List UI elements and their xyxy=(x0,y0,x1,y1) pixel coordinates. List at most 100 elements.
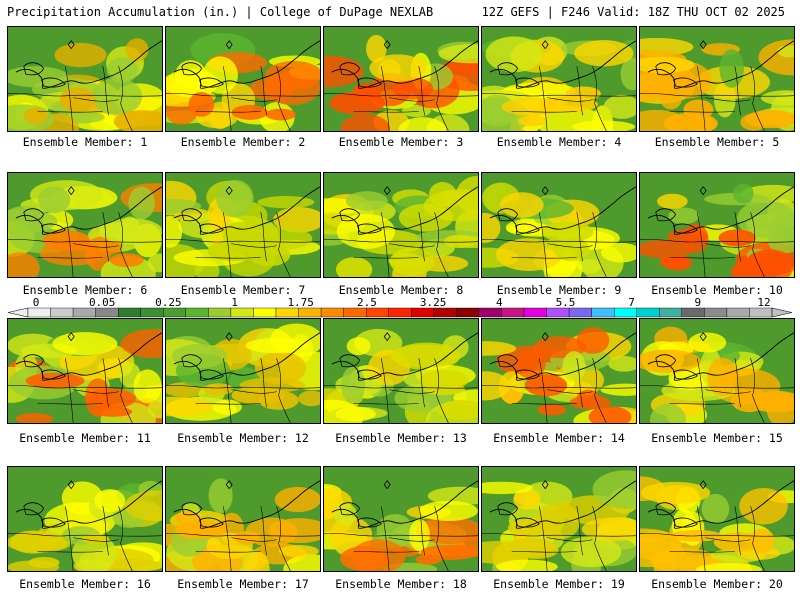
ensemble-member-map xyxy=(7,318,163,424)
colorbar-swatch xyxy=(253,307,277,318)
precip-field xyxy=(482,27,636,131)
ensemble-member-label: Ensemble Member: 12 xyxy=(177,431,309,445)
ensemble-member-label: Ensemble Member: 19 xyxy=(493,577,625,591)
precip-field xyxy=(482,173,636,277)
precip-field xyxy=(166,467,320,571)
colorbar-swatch xyxy=(613,307,637,318)
colorbar-swatch xyxy=(433,307,457,318)
ensemble-member-label: Ensemble Member: 7 xyxy=(180,283,306,297)
precip-field xyxy=(8,319,162,423)
precip-field xyxy=(640,467,794,571)
ensemble-member-label: Ensemble Member: 14 xyxy=(493,431,625,445)
ensemble-member-label: Ensemble Member: 5 xyxy=(654,135,780,149)
ensemble-member-map xyxy=(639,318,795,424)
ensemble-member-map xyxy=(481,26,637,132)
ensemble-member-map xyxy=(7,466,163,572)
colorbar-tick-label: 9 xyxy=(694,296,701,309)
ensemble-member-map xyxy=(165,172,321,278)
ensemble-member-label: Ensemble Member: 8 xyxy=(338,283,464,297)
colorbar-swatch xyxy=(27,307,51,318)
ensemble-member-map xyxy=(481,466,637,572)
ensemble-member-label: Ensemble Member: 15 xyxy=(651,431,783,445)
ensemble-member-map xyxy=(639,172,795,278)
colorbar-swatch xyxy=(140,307,164,318)
ensemble-member-label: Ensemble Member: 2 xyxy=(180,135,306,149)
ensemble-member-map xyxy=(323,466,479,572)
ensemble-member-map xyxy=(165,318,321,424)
colorbar-swatch xyxy=(320,307,344,318)
ensemble-member-label: Ensemble Member: 20 xyxy=(651,577,783,591)
product-title: Precipitation Accumulation (in.) | Colle… xyxy=(7,5,434,19)
precip-colorbar: 0 0.05 0.25 1 1.75 2.5 3.25 4 5.5 7 9 12 xyxy=(8,296,792,318)
colorbar-tick-labels: 0 0.05 0.25 1 1.75 2.5 3.25 4 5.5 7 9 12 xyxy=(33,296,771,309)
colorbar-swatch xyxy=(659,307,683,318)
ensemble-member-label: Ensemble Member: 13 xyxy=(335,431,467,445)
colorbar-swatch xyxy=(163,307,187,318)
precip-field xyxy=(8,27,162,131)
precip-field xyxy=(166,319,320,423)
colorbar-swatch xyxy=(726,307,750,318)
colorbar-swatch xyxy=(343,307,367,318)
colorbar-swatch xyxy=(50,307,74,318)
ensemble-member-label: Ensemble Member: 11 xyxy=(19,431,151,445)
colorbar-tick-label: 4 xyxy=(496,296,503,309)
precip-field xyxy=(166,27,320,131)
ensemble-member-map xyxy=(323,26,479,132)
ensemble-member-map xyxy=(639,26,795,132)
precip-field xyxy=(324,319,478,423)
colorbar-swatches xyxy=(8,307,792,318)
colorbar-tick-label: 12 xyxy=(757,296,770,309)
precip-field xyxy=(482,319,636,423)
precip-field xyxy=(166,173,320,277)
colorbar-swatch xyxy=(636,307,660,318)
colorbar-tick-label: 7 xyxy=(628,296,635,309)
colorbar-swatch xyxy=(456,307,480,318)
colorbar-high-arrow xyxy=(771,307,792,318)
ensemble-member-label: Ensemble Member: 10 xyxy=(651,283,783,297)
precip-field xyxy=(8,173,162,277)
colorbar-tick-label: 0.25 xyxy=(155,296,182,309)
ensemble-member-map xyxy=(639,466,795,572)
ensemble-member-label: Ensemble Member: 1 xyxy=(22,135,148,149)
colorbar-tick-label: 1 xyxy=(231,296,238,309)
colorbar-swatch xyxy=(275,307,299,318)
ensemble-member-label: Ensemble Member: 6 xyxy=(22,283,148,297)
colorbar-low-arrow xyxy=(8,307,29,318)
colorbar-tick-label: 0.05 xyxy=(89,296,116,309)
ensemble-member-map xyxy=(7,26,163,132)
ensemble-member-label: Ensemble Member: 4 xyxy=(496,135,622,149)
colorbar-tick-label: 2.5 xyxy=(357,296,377,309)
colorbar-swatch xyxy=(95,307,119,318)
ensemble-member-map xyxy=(481,318,637,424)
precip-field xyxy=(324,173,478,277)
colorbar-swatch xyxy=(478,307,502,318)
colorbar-swatch xyxy=(749,307,773,318)
ensemble-member-map xyxy=(323,172,479,278)
colorbar-swatch xyxy=(298,307,322,318)
colorbar-tick-label: 5.5 xyxy=(556,296,576,309)
colorbar-swatch xyxy=(568,307,592,318)
ensemble-member-label: Ensemble Member: 3 xyxy=(338,135,464,149)
colorbar-swatch xyxy=(208,307,232,318)
ensemble-member-label: Ensemble Member: 9 xyxy=(496,283,622,297)
precip-field xyxy=(324,467,478,571)
colorbar-tick-label: 0 xyxy=(33,296,40,309)
run-valid-time: 12Z GEFS | F246 Valid: 18Z THU OCT 02 20… xyxy=(481,5,785,19)
ensemble-member-map xyxy=(165,26,321,132)
colorbar-swatch xyxy=(523,307,547,318)
ensemble-member-label: Ensemble Member: 16 xyxy=(19,577,151,591)
precip-field xyxy=(640,27,794,131)
ensemble-member-map xyxy=(7,172,163,278)
colorbar-swatch xyxy=(230,307,254,318)
colorbar-swatch xyxy=(501,307,525,318)
precip-field xyxy=(640,173,794,277)
precip-field xyxy=(640,319,794,423)
colorbar-tick-label: 3.25 xyxy=(420,296,447,309)
precip-field xyxy=(482,467,636,571)
precip-field xyxy=(324,27,478,131)
colorbar-swatch xyxy=(388,307,412,318)
colorbar-swatch xyxy=(681,307,705,318)
colorbar-swatch xyxy=(591,307,615,318)
ensemble-member-label: Ensemble Member: 18 xyxy=(335,577,467,591)
precip-field xyxy=(8,467,162,571)
